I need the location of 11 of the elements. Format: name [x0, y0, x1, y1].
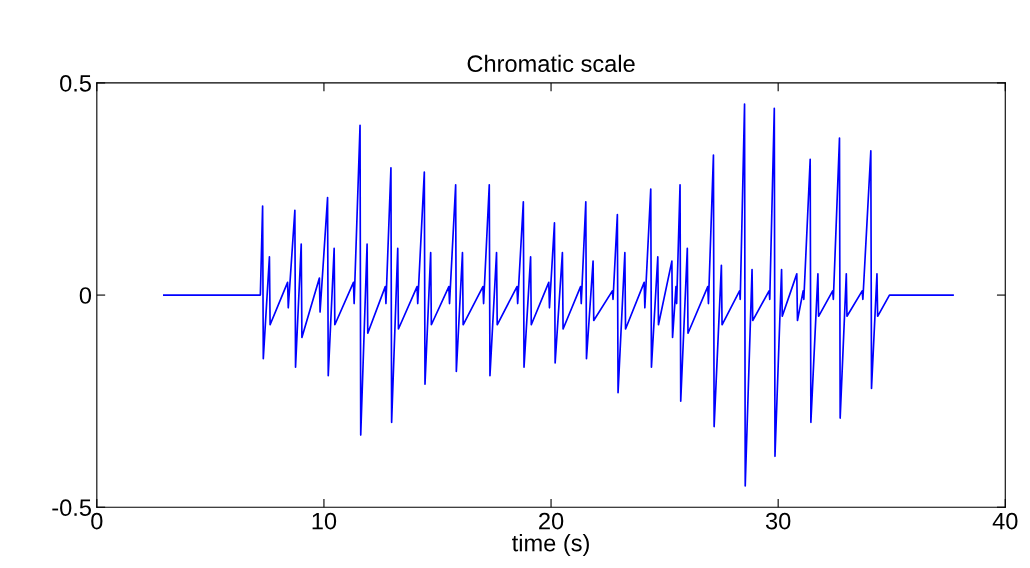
y-tick-label: -0.5	[52, 499, 91, 517]
y-tick-label: 0	[79, 287, 92, 304]
x-tick-label: 30	[765, 512, 791, 530]
x-tick-label: 0	[91, 512, 103, 530]
x-axis-title: time (s)	[512, 534, 589, 557]
line-series	[162, 103, 954, 487]
x-tick-label: 20	[539, 512, 564, 530]
chart-title: Chromatic scale	[467, 54, 635, 73]
y-tick-label: 0.5	[60, 75, 91, 92]
x-tick-label: 10	[312, 512, 337, 530]
x-tick-label: 40	[992, 512, 1018, 530]
